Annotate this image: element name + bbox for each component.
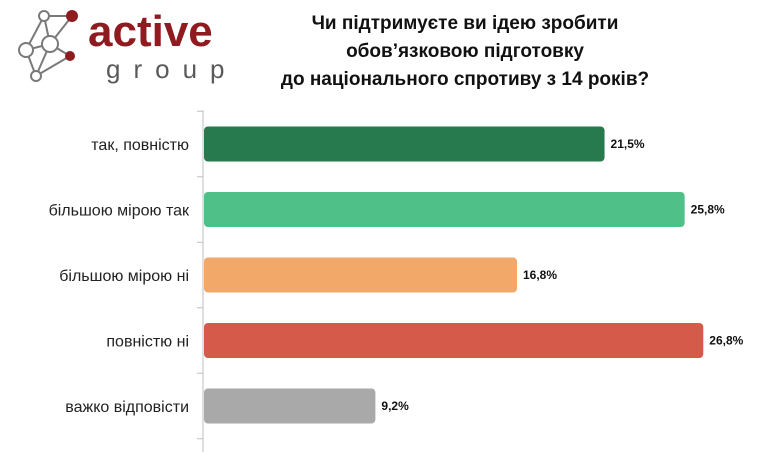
bar	[204, 388, 376, 424]
category-label: так, повністю	[91, 137, 189, 154]
bar	[204, 126, 605, 162]
bar	[204, 323, 704, 358]
network-logo-icon	[18, 10, 78, 82]
category-label: більшою мірою ні	[59, 268, 189, 285]
value-label: 9,2%	[381, 399, 409, 413]
chart-title-line-2: обов’язковою підготовку	[346, 41, 584, 62]
value-label: 21,5%	[611, 137, 645, 151]
value-label: 25,8%	[691, 203, 725, 217]
category-label: важко відповісти	[65, 399, 189, 416]
chart-title-line-1: Чи підтримуєте ви ідею зробити	[311, 13, 619, 34]
category-label: повністю ні	[106, 334, 189, 351]
logo-subtitle: group	[106, 54, 238, 84]
value-label: 16,8%	[523, 268, 557, 282]
category-label: більшою мірою так	[49, 203, 190, 220]
chart-title: Чи підтримуєте ви ідею зробити обов’язко…	[250, 10, 680, 94]
chart-title-line-3: до національного спротиву з 14 років?	[280, 69, 650, 90]
bar	[204, 192, 685, 227]
logo: active group	[6, 6, 231, 86]
logo-wordmark: active	[88, 7, 213, 56]
bar	[204, 257, 517, 293]
value-label: 26,8%	[709, 334, 743, 348]
